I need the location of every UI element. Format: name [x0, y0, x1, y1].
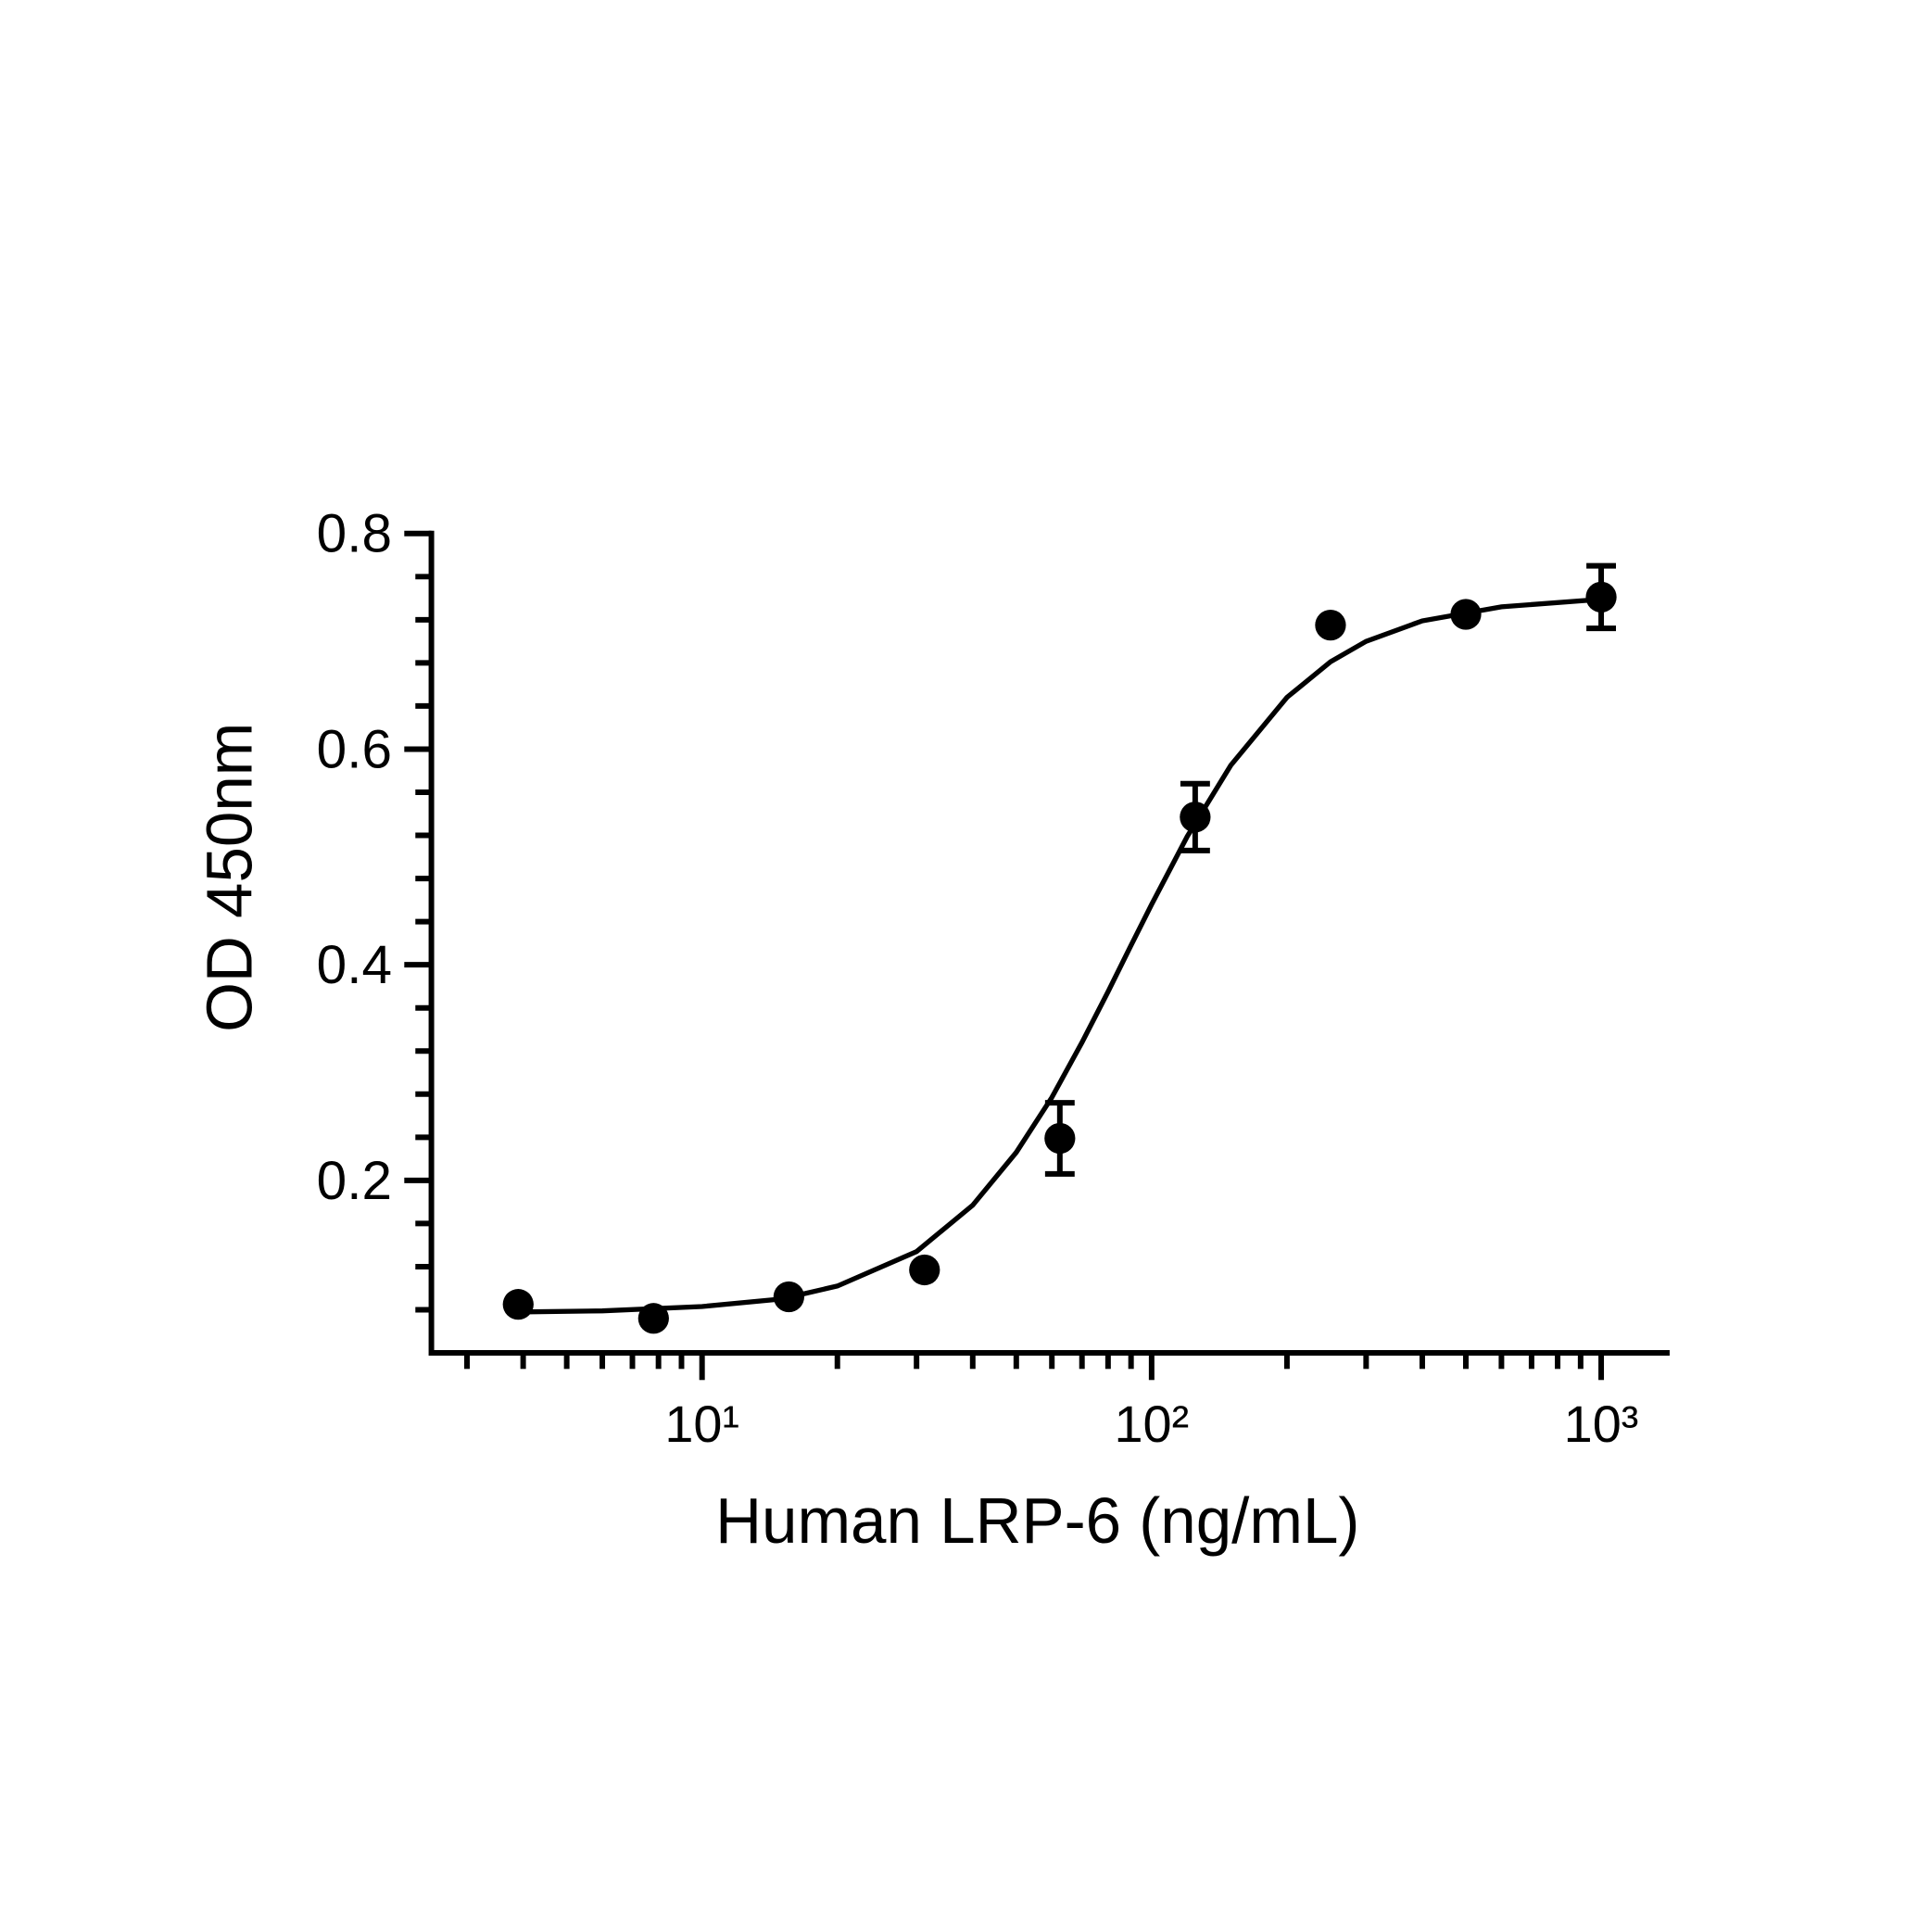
y-tick-label: 0.4 [317, 935, 392, 995]
y-tick-label: 0.8 [317, 504, 392, 564]
data-point [1585, 581, 1617, 613]
data-point [502, 1289, 534, 1320]
data-point [1044, 1122, 1076, 1155]
y-tick-label: 0.2 [317, 1151, 392, 1211]
data-point [909, 1254, 940, 1286]
data-point [773, 1281, 804, 1313]
x-tick-label: 10¹ [664, 1395, 739, 1453]
data-point [1315, 610, 1346, 641]
y-tick-label: 0.6 [317, 719, 392, 779]
x-tick-label: 10² [1115, 1395, 1190, 1453]
data-point [637, 1303, 669, 1334]
data-point [1450, 599, 1482, 630]
x-axis-title: Human LRP-6 (ng/mL) [715, 1484, 1359, 1557]
y-axis-title: OD 450nm [193, 723, 265, 1032]
x-tick-label: 10³ [1564, 1395, 1639, 1453]
data-point [1180, 802, 1211, 833]
